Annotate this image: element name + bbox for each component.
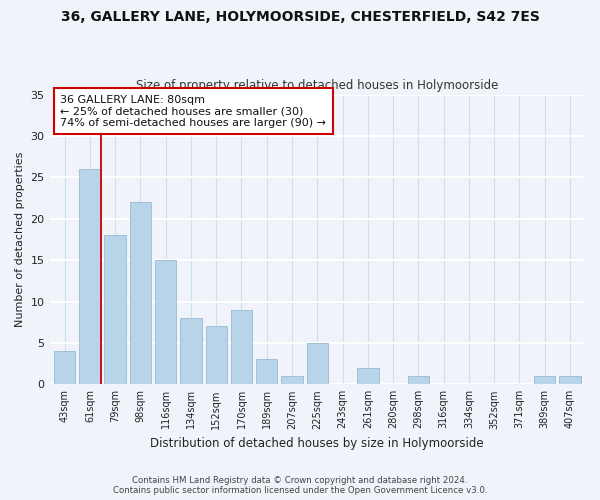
Bar	[307, 343, 328, 384]
Bar	[559, 376, 581, 384]
Bar	[256, 360, 277, 384]
Title: Size of property relative to detached houses in Holymoorside: Size of property relative to detached ho…	[136, 79, 499, 92]
X-axis label: Distribution of detached houses by size in Holymoorside: Distribution of detached houses by size …	[151, 437, 484, 450]
Bar	[104, 236, 126, 384]
Bar	[155, 260, 176, 384]
Bar	[180, 318, 202, 384]
Bar	[54, 351, 76, 384]
Y-axis label: Number of detached properties: Number of detached properties	[15, 152, 25, 327]
Bar	[206, 326, 227, 384]
Bar	[357, 368, 379, 384]
Bar	[130, 202, 151, 384]
Text: Contains HM Land Registry data © Crown copyright and database right 2024.
Contai: Contains HM Land Registry data © Crown c…	[113, 476, 487, 495]
Bar	[79, 169, 101, 384]
Bar	[407, 376, 429, 384]
Bar	[534, 376, 556, 384]
Bar	[281, 376, 303, 384]
Text: 36, GALLERY LANE, HOLYMOORSIDE, CHESTERFIELD, S42 7ES: 36, GALLERY LANE, HOLYMOORSIDE, CHESTERF…	[61, 10, 539, 24]
Text: 36 GALLERY LANE: 80sqm
← 25% of detached houses are smaller (30)
74% of semi-det: 36 GALLERY LANE: 80sqm ← 25% of detached…	[60, 94, 326, 128]
Bar	[231, 310, 252, 384]
